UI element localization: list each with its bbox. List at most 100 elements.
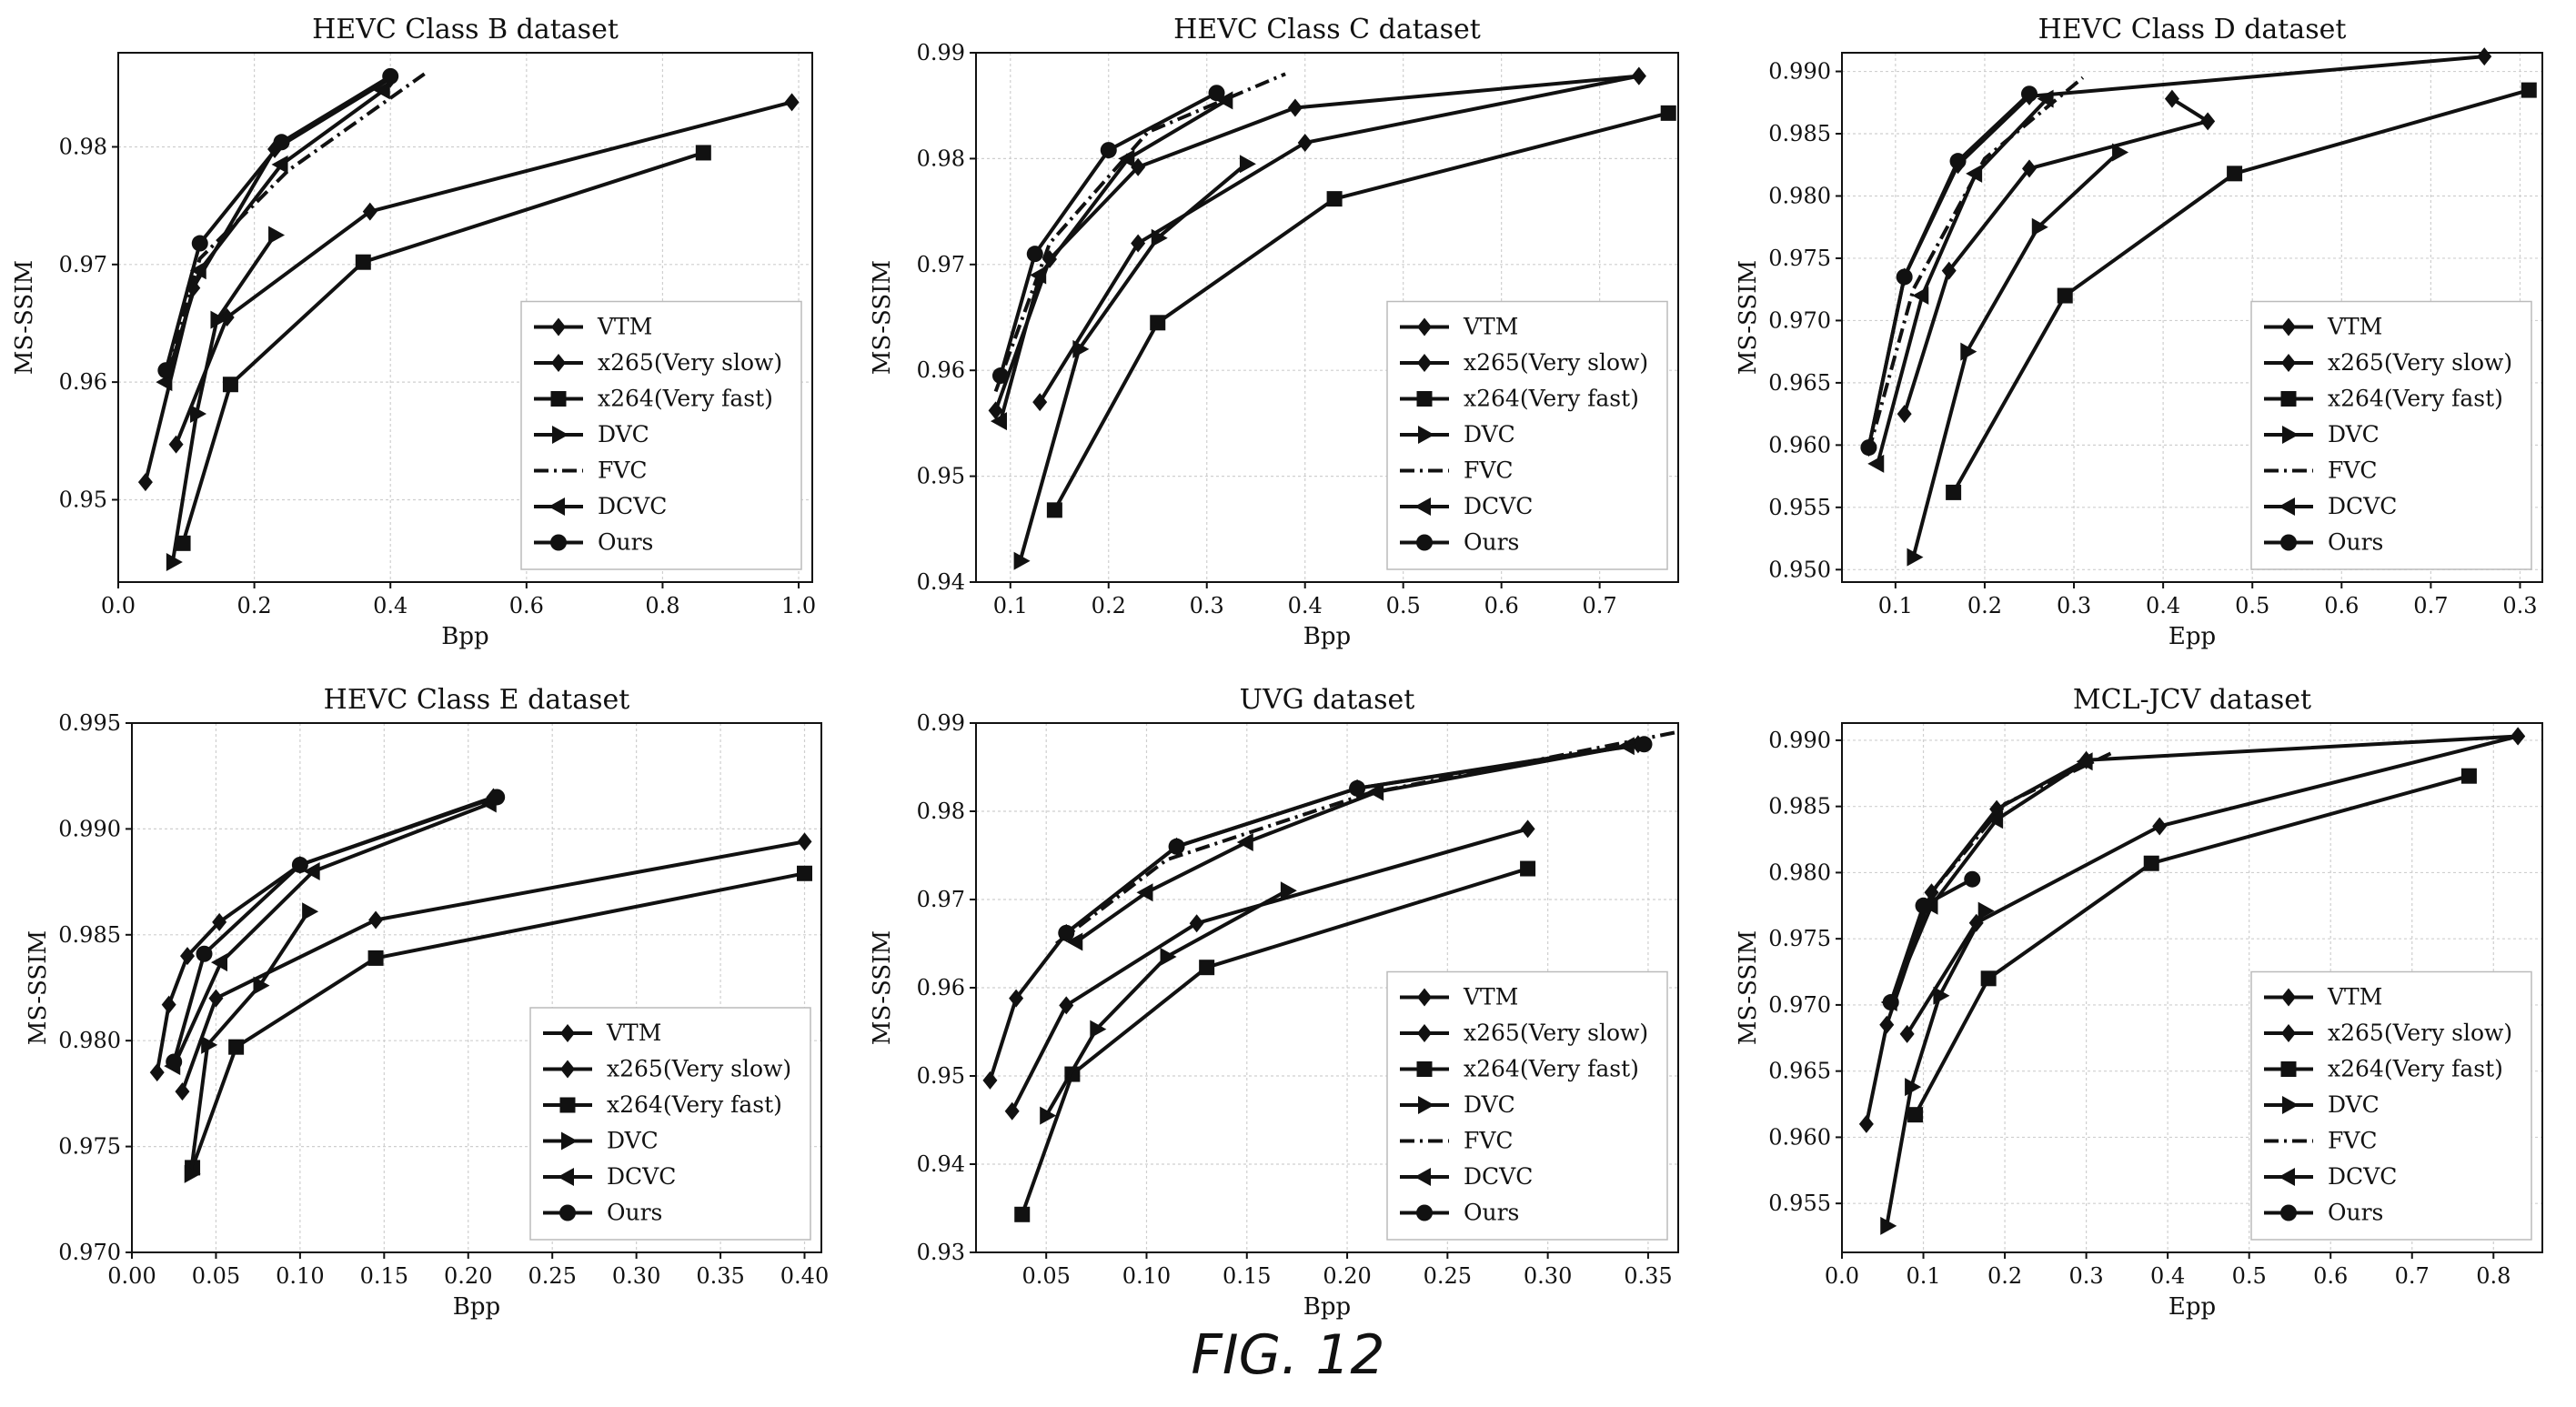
data-point-dcvc	[1367, 782, 1384, 801]
data-point-vtm	[982, 1070, 998, 1090]
data-point-x264-very-fast	[797, 865, 813, 881]
legend-marker-dvc	[1418, 1096, 1434, 1114]
data-point-x265-very-slow	[1520, 819, 1535, 839]
data-point-dvc	[1933, 986, 1950, 1005]
data-point-ours	[166, 1053, 183, 1070]
y-tick-label: 0.985	[1768, 794, 1831, 819]
y-axis-label: MS-SSIM	[869, 260, 896, 375]
legend-label-x264-very-fast: x264(Very fast)	[1464, 386, 1639, 412]
series-line-dcvc	[1876, 97, 2049, 465]
legend-label-ours: Ours	[1464, 1200, 1519, 1226]
legend-label-fvc: FVC	[2328, 1128, 2378, 1154]
data-point-dcvc	[303, 861, 320, 880]
x-tick-label: 0.1	[1878, 593, 1913, 618]
y-tick-label: 0.97	[917, 252, 965, 277]
x-tick-label: 0.15	[360, 1263, 408, 1289]
data-point-x264-very-fast	[2227, 166, 2243, 182]
series-x265-very-slow	[1004, 819, 1535, 1121]
data-point-x264-very-fast	[1660, 105, 1676, 121]
chart-title: MCL-JCV dataset	[2073, 684, 2311, 716]
x-tick-label: 0.35	[1624, 1263, 1672, 1289]
legend-label-x265-very-slow: x265(Very slow)	[2328, 1020, 2512, 1046]
series-line-dvc	[1018, 162, 1248, 562]
legend-label-fvc: FVC	[2328, 457, 2378, 484]
data-point-dvc	[190, 405, 207, 424]
x-tick-label: 0.35	[696, 1263, 744, 1289]
legend-label-x265-very-slow: x265(Very slow)	[1464, 1020, 1648, 1046]
legend-marker-ours	[1416, 534, 1433, 551]
series-line-ours	[1867, 92, 2031, 448]
data-point-dcvc	[1966, 164, 1983, 183]
series-line-dcvc	[1075, 744, 1629, 944]
chart-title: HEVC Class D dataset	[2038, 14, 2347, 45]
y-tick-label: 0.970	[1768, 307, 1831, 333]
legend-label-x264-very-fast: x264(Very fast)	[2328, 386, 2503, 412]
data-point-dvc	[1239, 155, 1256, 174]
x-tick-label: 0.1	[993, 593, 1028, 618]
legend-marker-x264-very-fast	[550, 391, 567, 407]
chart-title: HEVC Class B dataset	[312, 14, 619, 45]
x-tick-label: 0.20	[1323, 1263, 1371, 1289]
data-point-dvc	[1151, 228, 1168, 247]
series-line-x264-very-fast	[1913, 774, 2470, 1116]
chart-title: HEVC Class C dataset	[1173, 14, 1481, 45]
data-point-ours	[1208, 85, 1225, 102]
data-point-x265-very-slow	[2164, 89, 2179, 108]
legend-marker-ours	[2280, 1204, 2297, 1221]
x-tick-label: 0.1	[1906, 1263, 1940, 1289]
legend-marker-dcvc	[1414, 1168, 1431, 1186]
plot-frame	[1841, 722, 2543, 1253]
data-point-x264-very-fast	[1907, 1107, 1924, 1123]
legend-label-vtm: VTM	[2327, 984, 2382, 1010]
data-point-x264-very-fast	[228, 1039, 245, 1055]
legend-label-vtm: VTM	[1463, 314, 1518, 340]
legend-marker-dvc	[1418, 426, 1434, 444]
y-tick-label: 0.94	[917, 569, 965, 595]
data-point-dcvc	[2037, 89, 2054, 108]
legend: VTM x265(Very slow) x264(Very fast) DVC FVC D…	[520, 300, 802, 570]
series-dvc	[1040, 881, 1297, 1125]
x-tick-label: 0.0	[1825, 1263, 1859, 1289]
legend-label-dcvc: DCVC	[2328, 493, 2397, 519]
series-line-x264-very-fast	[1020, 867, 1529, 1215]
series-x264-very-fast	[1907, 768, 2477, 1123]
legend-label-vtm: VTM	[2327, 314, 2382, 340]
legend-marker-vtm	[1417, 988, 1432, 1007]
x-tick-label: 0.8	[645, 593, 679, 618]
series-line-x265-very-slow	[180, 839, 805, 1092]
x-tick-label: 0.2	[1092, 593, 1126, 618]
y-tick-label: 0.98	[917, 146, 965, 171]
y-tick-label: 0.960	[1768, 1124, 1831, 1150]
y-tick-label: 0.965	[1768, 370, 1831, 396]
data-point-x264-very-fast	[1046, 502, 1062, 518]
series-line-fvc	[993, 72, 1286, 393]
data-point-dcvc	[1912, 286, 1929, 306]
data-point-ours	[991, 367, 1009, 385]
chart-panel-hevc-class-c-dataset: 0.1 0.2 0.3 0.4 0.5 0.6 0.7 0.94 0.95 0.96 0.97 0.9…	[869, 14, 1679, 650]
data-point-ours	[1860, 439, 1877, 457]
data-point-dvc	[2031, 217, 2048, 236]
series-fvc	[993, 72, 1286, 393]
x-tick-label: 0.7	[2395, 1263, 2430, 1289]
legend-marker-dcvc	[548, 497, 565, 516]
data-point-x264-very-fast	[1520, 860, 1536, 877]
data-point-dvc	[1040, 1106, 1057, 1125]
chart-panel-uvg-dataset: 0.05 0.10 0.15 0.20 0.25 0.30 0.35 0.93 0.94 0.95…	[869, 684, 1679, 1321]
y-tick-label: 0.985	[1768, 121, 1831, 146]
data-point-x264-very-fast	[2057, 287, 2073, 304]
data-point-x264-very-fast	[2521, 82, 2537, 98]
y-tick-label: 0.990	[58, 816, 121, 841]
x-axis-label: Bpp	[453, 1293, 500, 1321]
data-point-dvc	[210, 310, 227, 329]
y-tick-label: 0.990	[1768, 728, 1831, 753]
x-tick-label: 0.6	[1484, 593, 1519, 618]
data-point-x264-very-fast	[1199, 960, 1215, 976]
legend-label-fvc: FVC	[598, 457, 648, 484]
data-point-x265-very-slow	[797, 832, 812, 851]
data-point-x265-very-slow	[1004, 1101, 1020, 1121]
x-axis-label: Bpp	[1303, 1293, 1351, 1321]
y-tick-label: 0.96	[917, 975, 965, 1000]
x-tick-label: 0.4	[1288, 593, 1323, 618]
x-tick-label: 0.25	[528, 1263, 576, 1289]
series-x264-very-fast	[1946, 82, 2537, 500]
